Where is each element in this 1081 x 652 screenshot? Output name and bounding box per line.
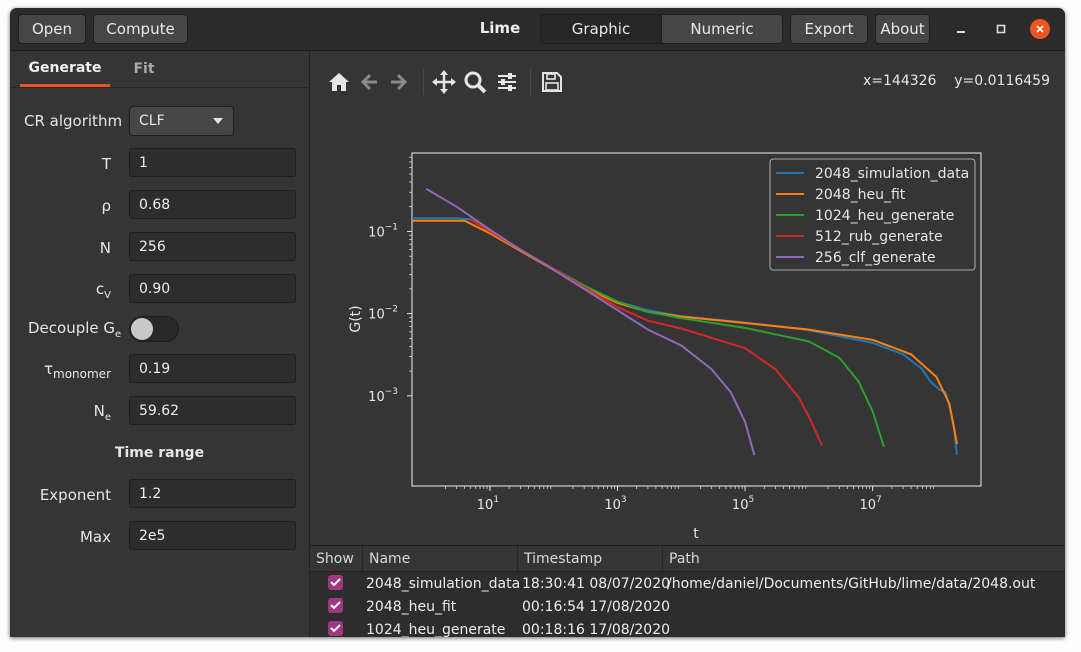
legend-label: 2048_simulation_data [815, 166, 969, 182]
legend-label: 2048_heu_fit [815, 187, 906, 203]
toolbar-divider [423, 69, 424, 95]
exponent-label: Exponent [39, 486, 111, 504]
Ne-field[interactable]: 59.62 [129, 396, 296, 425]
chevron-down-icon [213, 118, 223, 124]
column-timestamp[interactable]: Timestamp [518, 546, 663, 571]
forward-arrow-icon[interactable] [386, 69, 412, 95]
tab-generate[interactable]: Generate [20, 51, 110, 87]
x-tick-label: 105 [732, 495, 754, 513]
home-icon[interactable] [326, 69, 352, 95]
y-tick-label: 10−1 [368, 222, 398, 240]
T-label: T [101, 155, 111, 173]
legend-label: 512_rub_generate [815, 229, 943, 245]
column-name[interactable]: Name [363, 546, 518, 571]
table-row[interactable]: 2048_simulation_data 18:30:41 08/07/2020… [310, 572, 1065, 595]
tab-fit[interactable]: Fit [133, 61, 155, 77]
column-path[interactable]: Path [669, 550, 700, 567]
y-axis-label: G(t) [348, 305, 364, 332]
row-timestamp: 18:30:41 08/07/2020 [522, 575, 671, 592]
zoom-magnifier-icon[interactable] [462, 69, 488, 95]
left-tabs: Generate Fit [10, 51, 309, 88]
N-label: N [99, 239, 111, 257]
rho-label: ρ [101, 197, 111, 215]
algorithm-select[interactable]: CLF [129, 106, 234, 136]
plot-panel: x=144326 y=0.0116459 101 103 105 107 10−3 10−… [310, 51, 1065, 637]
tau-label: τmonomer [43, 360, 111, 381]
row-name: 2048_heu_fit [366, 598, 457, 615]
algorithm-value: CLF [139, 113, 165, 129]
configure-sliders-icon[interactable] [494, 69, 520, 95]
plot-frame [411, 152, 982, 487]
toggle-knob [131, 318, 153, 340]
column-show[interactable]: Show [310, 546, 363, 571]
table-row[interactable]: 1024_heu_generate 00:18:16 17/08/2020 [310, 618, 1065, 637]
exponent-field[interactable]: 1.2 [129, 479, 296, 508]
legend-box [769, 158, 976, 271]
row-name: 2048_simulation_data [366, 575, 521, 592]
close-icon[interactable] [1030, 19, 1050, 39]
cursor-coordinates: x=144326 y=0.0116459 [862, 73, 1050, 89]
about-button[interactable]: About [875, 14, 930, 44]
app-window: Open Compute Lime Graphic Numeric Export… [10, 8, 1065, 637]
cv-label: cV [95, 280, 111, 301]
table-header: Show Name Timestamp Path [310, 546, 1065, 572]
export-button[interactable]: Export [790, 14, 868, 44]
legend-label: 1024_heu_generate [815, 208, 954, 224]
algorithm-label: CR algorithm [24, 112, 123, 130]
x-tick-label: 107 [859, 495, 881, 513]
Ne-label: Ne [93, 402, 111, 423]
app-title: Lime [479, 19, 521, 37]
legend-label: 256_clf_generate [815, 250, 936, 266]
x-tick-label: 103 [604, 495, 626, 513]
tab-numeric[interactable]: Numeric [661, 14, 783, 44]
table-row[interactable]: 2048_heu_fit 00:16:54 17/08/2020 [310, 595, 1065, 618]
max-label: Max [79, 528, 111, 546]
T-field[interactable]: 1 [129, 148, 296, 177]
rho-field[interactable]: 0.68 [129, 190, 296, 219]
tau-field[interactable]: 0.19 [129, 354, 296, 383]
left-panel: Generate Fit CR algorithm CLF T 1 ρ 0.68… [10, 51, 310, 637]
minimize-icon[interactable] [951, 20, 971, 38]
row-path: /home/daniel/Documents/GitHub/lime/data/… [667, 575, 1036, 592]
show-checkbox[interactable] [328, 575, 343, 590]
time-range-heading: Time range [114, 445, 205, 461]
N-field[interactable]: 256 [129, 232, 296, 261]
cv-field[interactable]: 0.90 [129, 274, 296, 303]
row-timestamp: 00:18:16 17/08/2020 [522, 621, 671, 638]
y-tick-label: 10−3 [368, 387, 398, 405]
log-log-chart[interactable]: 101 103 105 107 10−3 10−2 10−1 2048_simulation… [310, 141, 1065, 541]
datasets-table: Show Name Timestamp Path 2048_simulation… [310, 545, 1065, 637]
x-axis-label: t [693, 526, 699, 541]
show-checkbox[interactable] [328, 621, 343, 636]
compute-button[interactable]: Compute [93, 14, 188, 44]
show-checkbox[interactable] [328, 598, 343, 613]
row-timestamp: 00:16:54 17/08/2020 [522, 598, 671, 615]
save-floppy-icon[interactable] [539, 69, 565, 95]
back-arrow-icon[interactable] [356, 69, 382, 95]
decouple-label: Decouple Ge [28, 319, 122, 340]
row-name: 1024_heu_generate [366, 621, 506, 638]
toolbar-divider [530, 69, 531, 95]
maximize-icon[interactable] [991, 20, 1011, 38]
header-bar: Open Compute Lime Graphic Numeric Export… [10, 8, 1065, 51]
tab-graphic[interactable]: Graphic [540, 14, 662, 44]
series-line-256_clf_generate [425, 187, 756, 456]
max-field[interactable]: 2e5 [129, 521, 296, 550]
x-tick-label: 101 [477, 495, 499, 513]
y-tick-label: 10−2 [368, 305, 398, 323]
decouple-toggle[interactable] [129, 316, 179, 342]
pan-move-icon[interactable] [431, 69, 457, 95]
open-button[interactable]: Open [18, 14, 86, 44]
